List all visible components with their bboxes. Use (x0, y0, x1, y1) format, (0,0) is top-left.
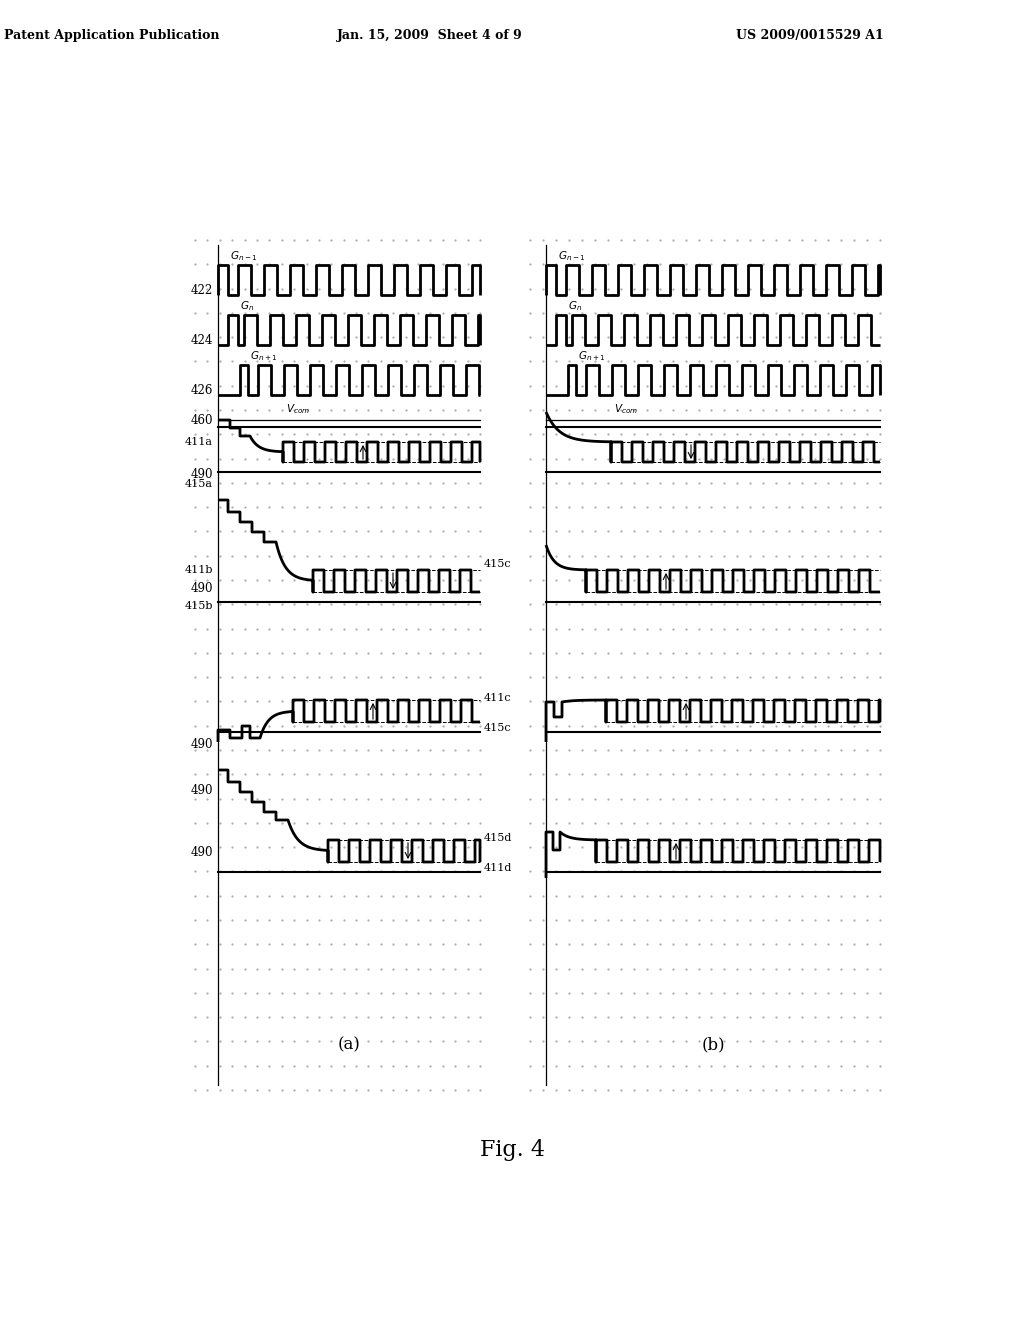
Text: Fig. 4: Fig. 4 (479, 1139, 545, 1162)
Text: 415b: 415b (184, 601, 213, 611)
Text: 490: 490 (190, 738, 213, 751)
Text: $G_{n-1}$: $G_{n-1}$ (558, 249, 586, 263)
Text: 415c: 415c (484, 558, 512, 569)
Text: $G_{n+1}$: $G_{n+1}$ (578, 350, 605, 363)
Text: 411b: 411b (184, 565, 213, 576)
Text: 426: 426 (190, 384, 213, 396)
Text: US 2009/0015529 A1: US 2009/0015529 A1 (736, 29, 884, 41)
Text: 422: 422 (190, 284, 213, 297)
Text: 415d: 415d (484, 833, 512, 843)
Text: $G_n$: $G_n$ (568, 300, 583, 313)
Text: $V_{com}$: $V_{com}$ (614, 403, 638, 416)
Text: $G_n$: $G_n$ (240, 300, 254, 313)
Text: 490: 490 (190, 467, 213, 480)
Text: 415a: 415a (185, 479, 213, 488)
Text: 411a: 411a (185, 437, 213, 447)
Text: 490: 490 (190, 784, 213, 796)
Text: 415c: 415c (484, 723, 512, 733)
Text: $V_{com}$: $V_{com}$ (286, 403, 310, 416)
Text: 460: 460 (190, 413, 213, 426)
Text: 411c: 411c (484, 693, 512, 704)
Text: (a): (a) (338, 1036, 360, 1053)
Text: (b): (b) (701, 1036, 725, 1053)
Text: $G_{n-1}$: $G_{n-1}$ (230, 249, 258, 263)
Text: 424: 424 (190, 334, 213, 346)
Text: 490: 490 (190, 846, 213, 858)
Text: $G_{n+1}$: $G_{n+1}$ (250, 350, 278, 363)
Text: Jan. 15, 2009  Sheet 4 of 9: Jan. 15, 2009 Sheet 4 of 9 (337, 29, 523, 41)
Text: 411d: 411d (484, 863, 512, 873)
Text: Patent Application Publication: Patent Application Publication (4, 29, 220, 41)
Text: 490: 490 (190, 582, 213, 594)
